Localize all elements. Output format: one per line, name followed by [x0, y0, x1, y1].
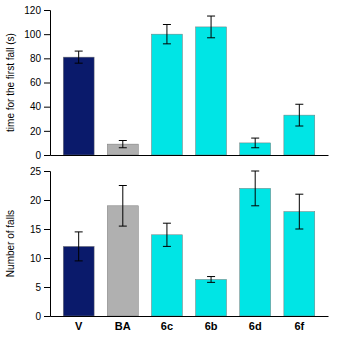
error-bar	[163, 25, 171, 44]
x-axis-line	[51, 316, 329, 317]
x-tick-label: 6d	[249, 320, 262, 332]
y-tick: 80	[30, 53, 50, 64]
error-bar	[295, 194, 303, 229]
bar	[63, 57, 94, 155]
y-axis-label: time for the first fall (s)	[5, 33, 16, 132]
bar	[240, 188, 271, 316]
y-tick-label: 15	[30, 224, 42, 235]
y-tick-label: 5	[35, 282, 41, 293]
y-axis: 0 5 10 15 20 25	[30, 166, 51, 322]
y-tick-label: 120	[24, 5, 41, 16]
x-axis: V BA 6c 6b 6d 6f	[51, 316, 329, 332]
x-tick: 6f	[294, 316, 304, 332]
y-tick: 20	[30, 195, 50, 206]
x-tick: 6c	[161, 316, 173, 332]
bar	[196, 279, 227, 316]
y-tick: 0	[35, 150, 50, 161]
y-tick-label: 0	[35, 150, 41, 161]
y-tick-mark	[44, 58, 50, 59]
y-tick-label: 0	[35, 311, 41, 322]
y-axis: 0 20 40 60 80 100 120	[24, 5, 50, 161]
y-tick-mark	[44, 10, 50, 11]
y-axis-line	[44, 11, 51, 156]
y-tick: 120	[24, 5, 50, 16]
y-tick-label: 100	[24, 29, 41, 40]
y-tick-mark	[44, 34, 50, 35]
error-bar	[163, 223, 171, 246]
x-tick: 6d	[249, 316, 262, 332]
y-tick-label: 20	[30, 126, 42, 137]
x-tick: 6b	[205, 316, 218, 332]
x-axis	[51, 155, 329, 156]
y-tick: 60	[30, 77, 50, 88]
y-tick-label: 60	[30, 77, 42, 88]
x-tick-label: V	[75, 320, 83, 332]
y-tick: 40	[30, 101, 50, 112]
panel: 0 5 10 15 20 25 V BA 6c 6b 6d 6f Number of falls	[5, 166, 329, 332]
x-tick-label: 6c	[161, 320, 173, 332]
marks	[63, 171, 315, 316]
y-axis-line	[44, 172, 51, 317]
error-bar	[207, 277, 215, 283]
x-axis-line	[51, 155, 329, 156]
y-tick-label: 80	[30, 53, 42, 64]
y-tick-mark	[44, 200, 50, 201]
error-bar	[75, 232, 83, 261]
panel: 0 20 40 60 80 100 120 time for the first fall (…	[5, 5, 329, 161]
y-tick-mark	[44, 287, 50, 288]
y-tick-mark	[44, 155, 50, 156]
y-tick: 5	[35, 282, 50, 293]
error-bar	[251, 171, 259, 206]
bar	[151, 34, 182, 155]
x-tick-label: 6b	[205, 320, 218, 332]
chart-svg: 020406080100120time for the first fall (…	[0, 0, 338, 346]
error-bar	[207, 16, 215, 38]
y-axis-label: Number of falls	[5, 210, 16, 277]
y-tick-mark	[44, 131, 50, 132]
error-bar	[119, 141, 127, 148]
x-tick-label: 6f	[294, 320, 304, 332]
y-tick-label: 25	[30, 166, 42, 177]
y-tick-label: 10	[30, 253, 42, 264]
y-tick-mark	[44, 316, 50, 317]
x-tick: V	[75, 316, 83, 332]
x-tick: BA	[115, 316, 131, 332]
y-tick: 20	[30, 126, 50, 137]
error-bar	[119, 186, 127, 227]
x-tick-label: BA	[115, 320, 131, 332]
y-tick-mark	[44, 107, 50, 108]
y-tick-mark	[44, 171, 50, 172]
marks	[63, 16, 315, 155]
error-bar	[75, 51, 83, 63]
y-tick: 0	[35, 311, 50, 322]
bar	[151, 235, 182, 316]
y-tick-mark	[44, 229, 50, 230]
y-tick-label: 40	[30, 101, 42, 112]
error-bar	[295, 104, 303, 126]
y-tick-mark	[44, 83, 50, 84]
y-tick: 10	[30, 253, 50, 264]
bar	[196, 27, 227, 155]
y-tick: 15	[30, 224, 50, 235]
y-tick-label: 20	[30, 195, 42, 206]
error-bar	[251, 138, 259, 148]
y-tick: 25	[30, 166, 50, 177]
y-tick-mark	[44, 258, 50, 259]
y-tick: 100	[24, 29, 50, 40]
chart-container: 020406080100120time for the first fall (…	[0, 0, 338, 346]
